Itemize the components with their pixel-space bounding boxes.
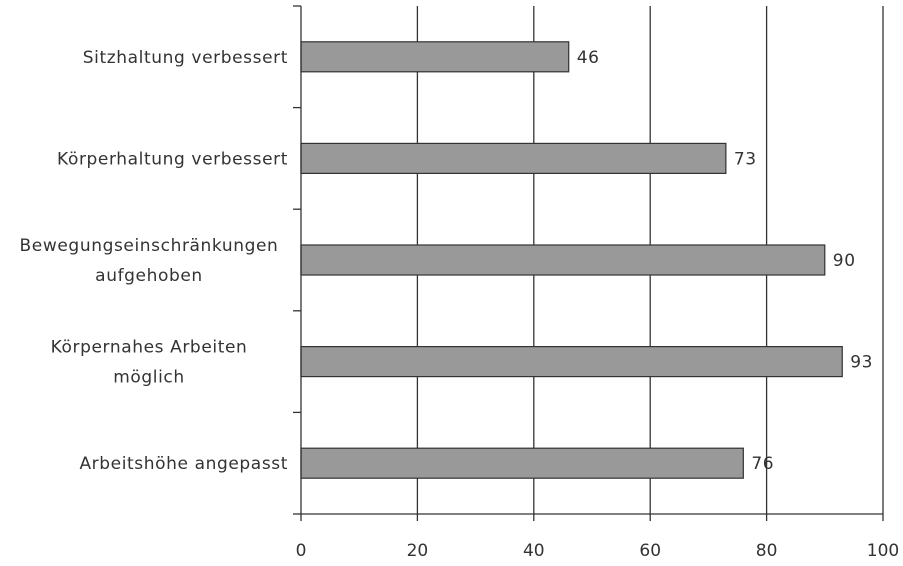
category-label: Arbeitshöhe angepasst — [79, 454, 288, 474]
data-label: 90 — [833, 251, 856, 271]
category-labels: 46 Sitzhaltung verbessert 73 Körperhaltung … — [20, 48, 873, 474]
data-label: 93 — [850, 353, 873, 373]
bar — [300, 346, 843, 378]
bar — [300, 244, 826, 276]
data-label: 76 — [751, 454, 774, 474]
x-tick-label: 20 — [407, 541, 429, 561]
tick-labels: 0 20 40 60 80 100 — [296, 541, 900, 561]
category-label: aufgehoben — [95, 266, 203, 286]
axes — [293, 5, 884, 521]
x-tick-label: 40 — [523, 541, 545, 561]
bars — [300, 41, 843, 479]
x-tick-label: 60 — [639, 541, 661, 561]
x-tick-label: 0 — [296, 541, 307, 561]
category-label: Bewegungseinschränkungen — [20, 236, 279, 256]
category-label: Sitzhaltung verbessert — [83, 48, 288, 68]
data-label: 46 — [577, 48, 600, 68]
x-tick-label: 100 — [867, 541, 899, 561]
category-label: Körpernahes Arbeiten — [51, 338, 248, 358]
data-label: 73 — [734, 149, 757, 169]
category-label: möglich — [113, 368, 185, 388]
bar — [300, 41, 570, 73]
category-label: Körperhaltung verbessert — [57, 149, 288, 169]
bar — [300, 142, 727, 174]
bar — [300, 447, 744, 479]
x-tick-label: 80 — [756, 541, 778, 561]
